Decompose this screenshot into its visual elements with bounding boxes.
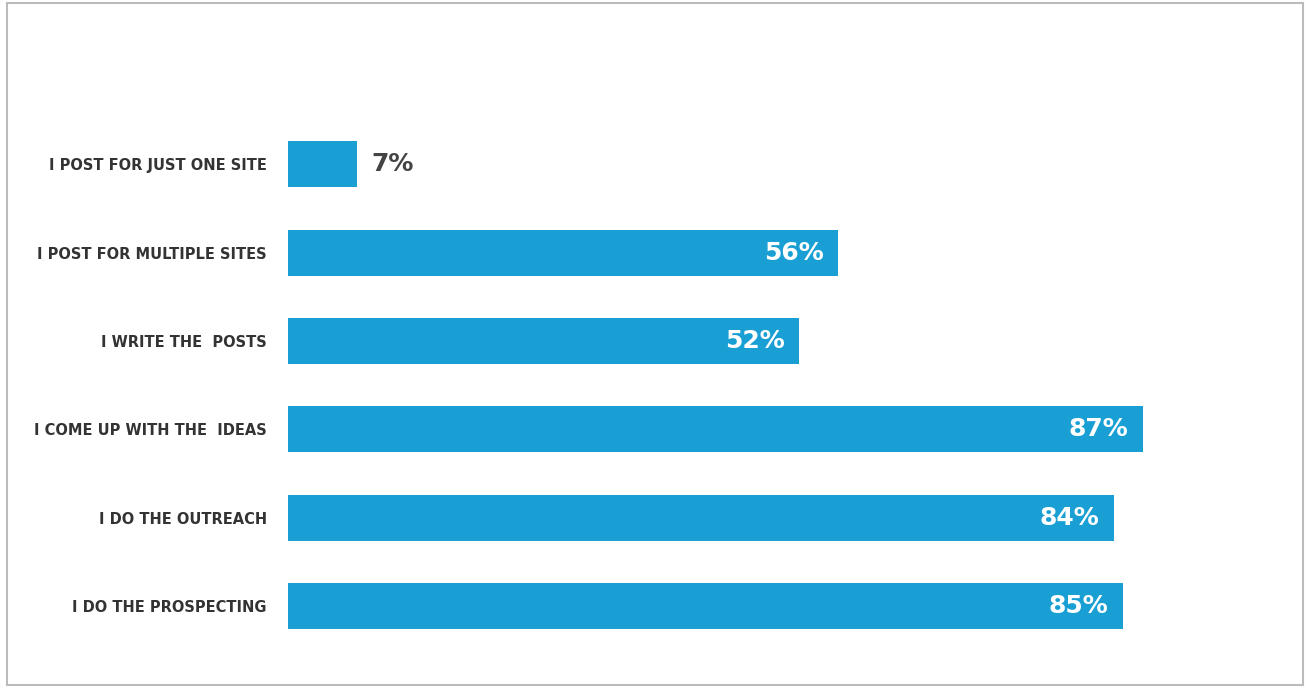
Bar	[288, 495, 1114, 541]
Text: 52%: 52%	[724, 329, 785, 353]
Bar	[288, 230, 838, 276]
Text: 85%: 85%	[1049, 594, 1108, 619]
Bar	[288, 407, 1142, 453]
Text: 87%: 87%	[1069, 418, 1128, 442]
Text: 84%: 84%	[1039, 506, 1099, 530]
Text: 56%: 56%	[764, 241, 824, 265]
Bar	[288, 141, 356, 187]
Bar	[288, 318, 799, 364]
Text: 7%: 7%	[372, 152, 414, 176]
Bar	[288, 583, 1124, 630]
Text: % of guest posters who do each of the following: % of guest posters who do each of the fo…	[304, 36, 1006, 64]
